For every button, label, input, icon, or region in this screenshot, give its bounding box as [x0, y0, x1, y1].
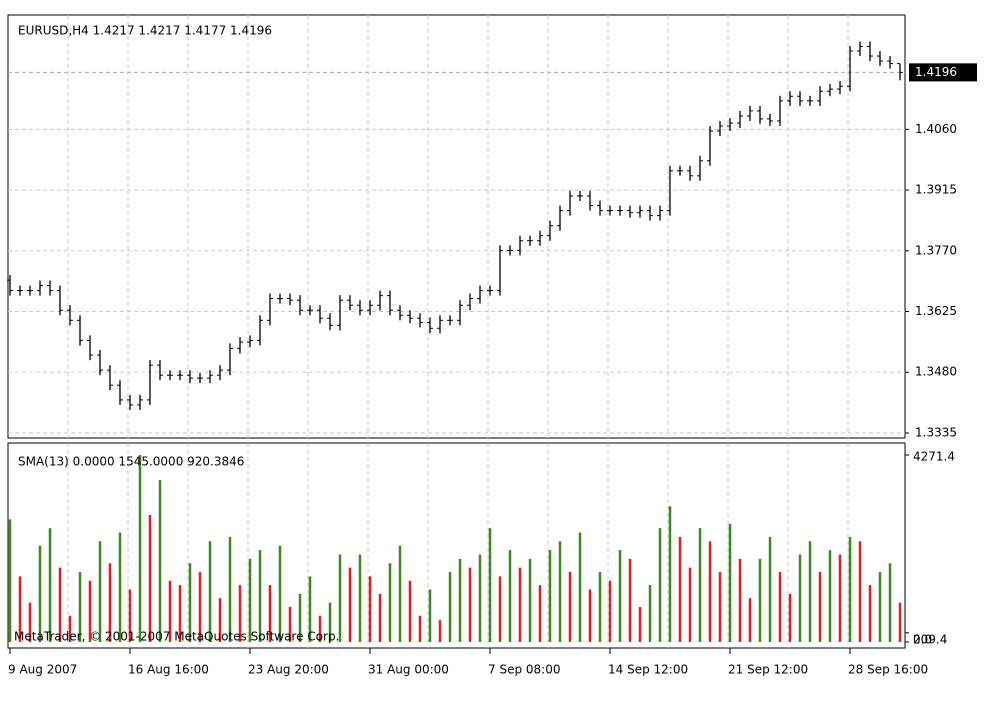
x-tick-label: 31 Aug 00:00	[368, 663, 449, 677]
x-tick-label: 14 Sep 12:00	[608, 663, 688, 677]
price-panel	[7, 14, 906, 439]
marks	[7, 41, 903, 642]
x-tick-label: 28 Sep 16:00	[848, 663, 928, 677]
y-tick-label: 0.0	[913, 633, 932, 647]
x-tick-label: 7 Sep 08:00	[488, 663, 560, 677]
last-price-box	[909, 63, 977, 82]
volume-panel	[7, 442, 906, 649]
grid	[8, 15, 905, 648]
y-tick-label: 209.4	[913, 633, 947, 647]
chart-title: EURUSD,H4 1.4217 1.4217 1.4177 1.4196	[18, 24, 272, 38]
last-price-label: 1.4196	[915, 65, 957, 79]
y-tick-label: 4271.4	[913, 450, 955, 464]
y-tick-label: 1.3480	[915, 365, 957, 379]
y-tick-label: 1.3335	[915, 425, 957, 439]
x-tick-label: 16 Aug 16:00	[128, 663, 209, 677]
x-tick-label: 21 Sep 12:00	[728, 663, 808, 677]
x-tick-label: 23 Aug 20:00	[248, 663, 329, 677]
x-tick-label: 9 Aug 2007	[8, 663, 77, 677]
indicator-title: SMA(13) 0.0000 1545.0000 920.3846	[18, 455, 244, 469]
y-tick-label: 1.3915	[915, 183, 957, 197]
y-tick-label: 1.3625	[915, 304, 957, 318]
copyright: MetaTrader, © 2001-2007 MetaQuotes Softw…	[14, 630, 339, 644]
y-tick-label: 1.3770	[915, 243, 957, 257]
y-tick-label: 1.4060	[915, 122, 957, 136]
